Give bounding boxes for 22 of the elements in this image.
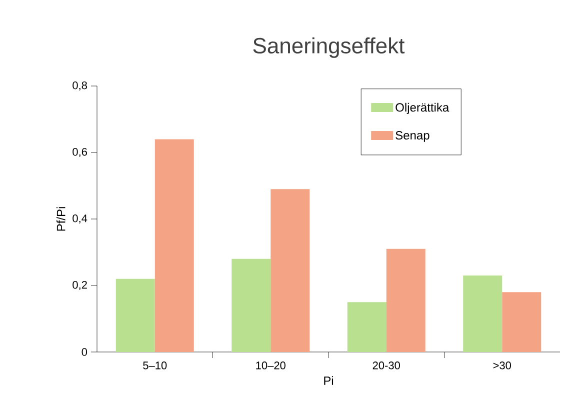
legend-label: Senap bbox=[396, 131, 430, 142]
y-tick-label: 0,2 bbox=[72, 280, 87, 290]
y-tick-label: 0,4 bbox=[72, 214, 88, 224]
x-tick-label: 20-30 bbox=[372, 362, 400, 370]
y-tick-label: 0 bbox=[82, 348, 88, 356]
y-tick-label: 0,6 bbox=[72, 148, 87, 158]
x-tick-label: 10–20 bbox=[256, 362, 286, 370]
bar bbox=[270, 189, 310, 352]
x-tick-label: 5–10 bbox=[143, 362, 167, 370]
bar bbox=[154, 139, 194, 352]
chart-title: Saneringseffekt bbox=[253, 37, 405, 58]
x-tick-label: >30 bbox=[493, 362, 512, 370]
x-axis-title: Pi bbox=[324, 376, 334, 385]
y-axis-title: Pf/Pi bbox=[56, 207, 66, 231]
bar bbox=[502, 292, 542, 352]
bar bbox=[463, 276, 502, 352]
bar bbox=[347, 302, 386, 352]
legend-label: Oljerättika bbox=[396, 102, 450, 114]
bar bbox=[116, 278, 155, 352]
y-tick-label: 0,8 bbox=[72, 81, 87, 91]
bar bbox=[232, 258, 271, 352]
bar bbox=[386, 248, 426, 352]
